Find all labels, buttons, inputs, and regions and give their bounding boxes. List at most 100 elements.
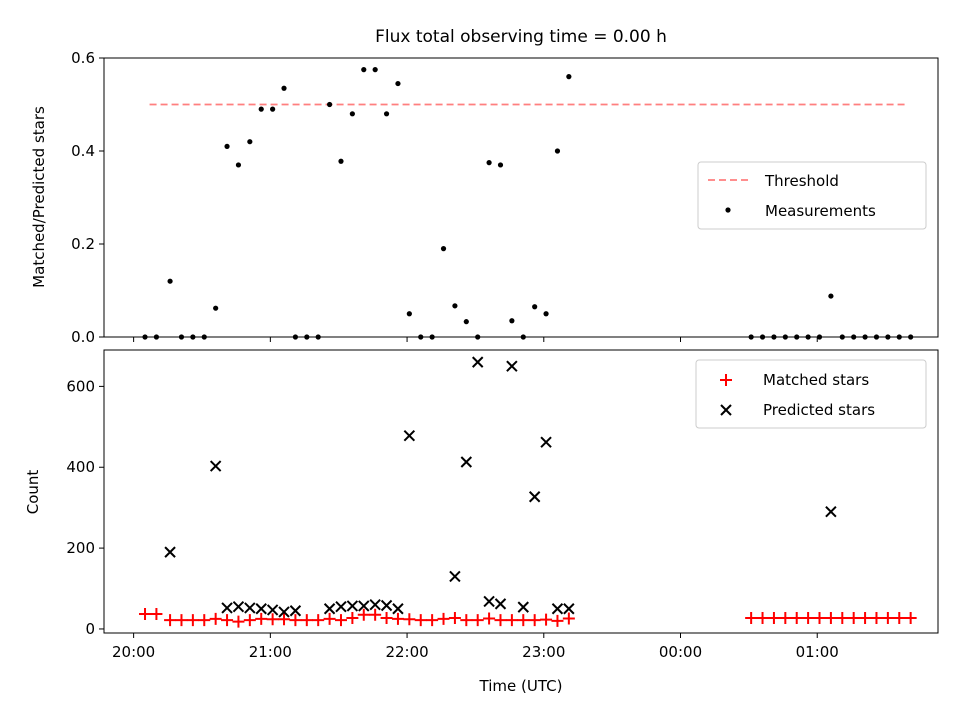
- matched-star-point: [300, 614, 313, 627]
- x-axis-label: Time (UTC): [479, 677, 563, 695]
- matched-star-point: [562, 612, 575, 625]
- matched-star-point: [243, 614, 256, 627]
- measurement-point: [554, 148, 561, 154]
- measurement-point: [532, 304, 538, 310]
- legend-measurements-label: Measurements: [765, 202, 876, 220]
- predicted-star-point: [335, 601, 347, 613]
- matched-star-point: [836, 612, 849, 625]
- predicted-star-point: [551, 603, 564, 615]
- predicted-star-point: [506, 360, 518, 372]
- predicted-star-point: [517, 601, 529, 613]
- measurement-points: [142, 67, 914, 340]
- legend-measurements-swatch: [725, 207, 731, 213]
- predicted-star-point: [346, 600, 359, 612]
- bottom-x-tick-label: 20:00: [112, 643, 155, 661]
- matched-star-point: [847, 612, 860, 625]
- top-legend: Threshold Measurements: [697, 161, 927, 230]
- matched-star-point: [150, 607, 163, 620]
- predicted-star-point: [449, 570, 461, 583]
- measurement-point: [395, 80, 401, 87]
- matched-star-point: [745, 612, 758, 625]
- top-plot-frame: [103, 57, 939, 338]
- matched-star-point: [551, 614, 564, 627]
- matched-star-point: [391, 612, 404, 625]
- bottom-y-tick-label: 400: [66, 458, 95, 476]
- predicted-star-points: [164, 356, 837, 618]
- matched-star-point: [221, 614, 234, 627]
- matched-star-point: [278, 613, 291, 626]
- matched-star-point: [756, 612, 769, 625]
- measurement-point: [463, 319, 469, 325]
- predicted-star-point: [528, 491, 541, 503]
- matched-star-point: [139, 607, 152, 620]
- predicted-star-point: [278, 606, 290, 618]
- chart-title: Flux total observing time = 0.00 h: [375, 27, 667, 47]
- measurement-point: [452, 303, 458, 309]
- matched-star-point: [494, 614, 507, 627]
- matched-star-point: [802, 612, 815, 625]
- matched-star-point: [813, 612, 826, 625]
- matched-star-point: [483, 612, 496, 625]
- top-y-axis-label: Matched/Predicted stars: [30, 106, 48, 288]
- matched-star-point: [471, 614, 484, 627]
- measurement-point: [247, 139, 253, 145]
- predicted-star-point: [221, 602, 233, 614]
- top-y-ticks: 0.0 0.2 0.4 0.6: [71, 49, 104, 346]
- matched-star-point: [186, 614, 199, 627]
- matched-star-points: [139, 607, 917, 628]
- predicted-star-point: [471, 356, 484, 368]
- matched-star-point: [859, 612, 872, 625]
- predicted-star-point: [460, 456, 473, 468]
- predicted-star-point: [825, 506, 837, 518]
- matched-star-point: [881, 612, 894, 625]
- matched-star-point: [870, 612, 883, 625]
- bottom-y-ticks: 0 200 400 600: [66, 377, 104, 638]
- predicted-star-point: [392, 603, 404, 615]
- bottom-y-axis-label: Count: [24, 470, 42, 515]
- matched-star-point: [175, 614, 188, 627]
- matched-star-point: [357, 608, 370, 621]
- bottom-x-tick-label: 01:00: [796, 643, 839, 661]
- legend-predicted-label: Predicted stars: [763, 401, 875, 419]
- measurement-point: [213, 305, 219, 311]
- top-y-tick-label: 0.4: [71, 142, 95, 160]
- matched-star-point: [369, 608, 382, 621]
- bottom-x-tick-label: 23:00: [522, 643, 565, 661]
- measurement-point: [349, 111, 355, 117]
- legend-predicted-swatch: [720, 404, 732, 416]
- matched-star-point: [209, 612, 222, 625]
- top-legend-box: [697, 161, 927, 230]
- predicted-star-point: [164, 546, 176, 558]
- matched-star-point: [517, 614, 530, 627]
- predicted-star-point: [289, 605, 302, 617]
- bottom-y-tick-label: 600: [66, 377, 95, 395]
- predicted-star-point: [380, 599, 393, 612]
- matched-star-point: [312, 614, 325, 627]
- matched-star-point: [893, 612, 906, 625]
- predicted-star-point: [358, 600, 370, 612]
- matched-star-point: [198, 614, 211, 627]
- predicted-star-point: [483, 595, 495, 608]
- top-y-tick-label: 0.6: [71, 49, 95, 67]
- matched-star-point: [323, 612, 336, 625]
- matched-star-point: [380, 612, 393, 625]
- matched-star-point: [528, 614, 541, 627]
- bottom-legend-box: [695, 359, 927, 429]
- measurement-point: [258, 106, 264, 112]
- measurement-point: [270, 106, 276, 112]
- measurement-point: [167, 278, 173, 284]
- bottom-y-tick-label: 200: [66, 539, 95, 557]
- predicted-star-point: [563, 603, 575, 615]
- measurement-point: [224, 143, 230, 149]
- matched-star-point: [790, 612, 803, 625]
- predicted-star-point: [369, 598, 381, 611]
- matched-star-point: [164, 614, 177, 627]
- matched-star-point: [232, 615, 245, 628]
- matched-star-point: [414, 614, 427, 627]
- measurement-point: [383, 111, 390, 117]
- matched-star-point: [779, 612, 792, 625]
- measurement-point: [372, 67, 378, 73]
- bottom-x-tick-label: 00:00: [659, 643, 702, 661]
- matched-star-point: [824, 612, 837, 625]
